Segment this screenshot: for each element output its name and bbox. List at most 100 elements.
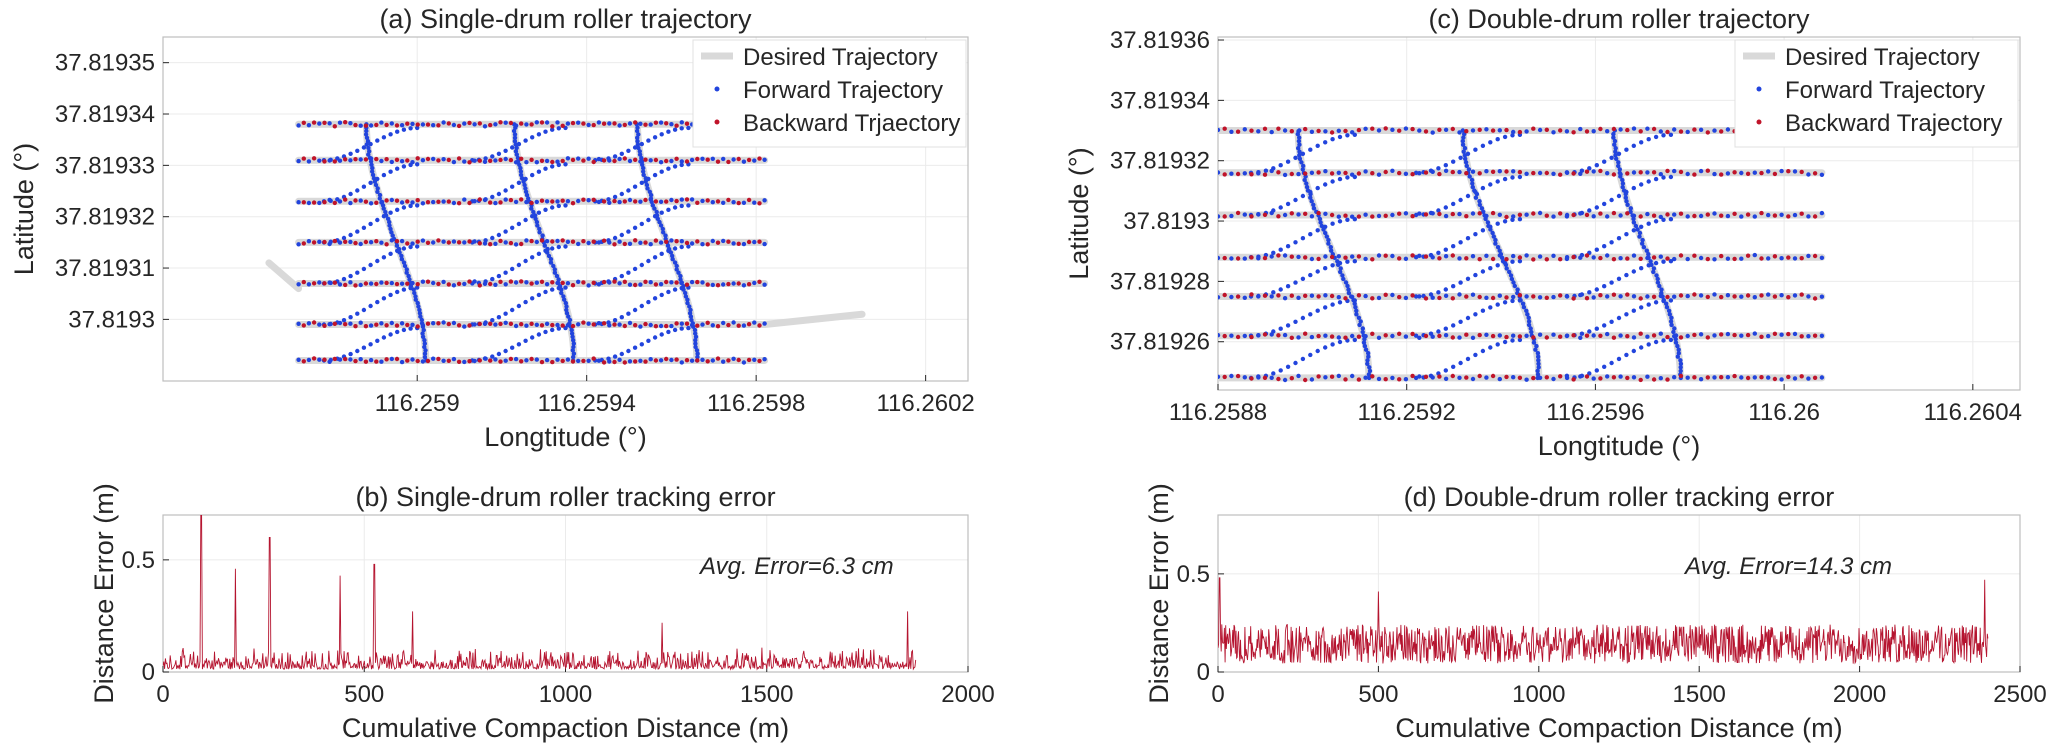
backward-point [674,357,679,362]
backward-point [715,324,721,329]
forward-point [1511,333,1516,338]
forward-point [565,121,571,126]
forward-point [1367,365,1372,370]
forward-point [1473,195,1479,200]
forward-point [1282,212,1288,218]
backward-point [374,200,379,205]
forward-point [1779,332,1784,337]
forward-point [306,123,312,128]
forward-point [1413,212,1419,218]
backward-point [1719,375,1724,380]
forward-point [1315,228,1320,233]
forward-point [1517,259,1523,264]
backward-point [1517,334,1523,339]
backward-point [664,199,669,204]
backward-point [560,280,565,286]
backward-point [1477,127,1482,132]
forward-point [1295,131,1301,137]
forward-point [1356,315,1362,320]
backward-point [446,321,451,327]
forward-point [1256,212,1261,217]
forward-point [1218,214,1221,219]
forward-point [1668,319,1674,324]
forward-point [658,358,664,363]
backward-point [415,156,420,161]
forward-point [1308,312,1313,317]
forward-point [1685,171,1690,177]
forward-point [1480,308,1486,313]
backward-point [736,281,741,286]
forward-point [1591,129,1596,134]
forward-point [1300,356,1306,362]
forward-point [1488,224,1493,229]
backward-point [653,358,659,363]
backward-point [343,322,348,327]
forward-point [1484,169,1489,174]
forward-point [537,230,542,235]
backward-point [1812,375,1818,380]
forward-point [1640,237,1645,243]
backward-point [1638,256,1643,261]
forward-point [665,243,671,248]
backward-point [1289,171,1295,177]
forward-point [381,172,387,178]
backward-point [425,200,431,205]
forward-point [1463,160,1469,165]
backward-point [508,197,514,203]
forward-point [576,120,581,125]
y-tick-label: 0.5 [1177,561,1210,588]
forward-point [1457,375,1462,380]
forward-point [1326,237,1331,243]
forward-point [1330,179,1335,184]
backward-point [633,282,638,288]
forward-point [659,132,664,137]
forward-point [523,176,528,182]
forward-point [741,159,747,164]
backward-point [456,240,462,245]
backward-point [601,158,607,163]
backward-point [653,120,659,125]
forward-point [619,351,624,357]
forward-point [1350,333,1355,339]
forward-point [661,230,666,235]
forward-trajectory-series [1218,126,1825,383]
forward-point [1488,345,1493,350]
backward-point [322,200,327,205]
forward-point [389,356,394,362]
forward-point [1470,128,1476,133]
backward-point [488,321,493,326]
forward-point [1436,250,1441,255]
forward-point [388,292,393,298]
forward-point [658,240,664,245]
forward-point [540,233,545,238]
backward-point [1665,294,1670,300]
forward-point [1296,138,1302,144]
forward-point [632,345,638,350]
forward-point [373,182,379,188]
backward-point [343,239,348,244]
backward-point [1356,293,1362,298]
forward-point [1792,256,1798,261]
forward-point [1323,305,1328,310]
forward-point [542,243,547,248]
backward-point [1262,255,1268,261]
forward-point [689,241,695,246]
backward-point [477,283,482,288]
forward-point [1465,356,1471,362]
backward-point [1490,256,1496,262]
forward-point [544,120,550,125]
forward-point [1609,197,1614,203]
forward-point [1390,168,1395,173]
forward-point [1465,151,1471,156]
backward-point [570,323,576,329]
backward-point [529,200,534,206]
backward-point [405,358,410,363]
backward-point [415,239,420,244]
backward-point [581,280,586,285]
forward-point [700,322,705,327]
backward-point [498,120,503,125]
backward-point [456,323,462,328]
backward-point [1222,333,1227,339]
backward-point [1544,170,1550,176]
backward-point [1464,214,1469,219]
